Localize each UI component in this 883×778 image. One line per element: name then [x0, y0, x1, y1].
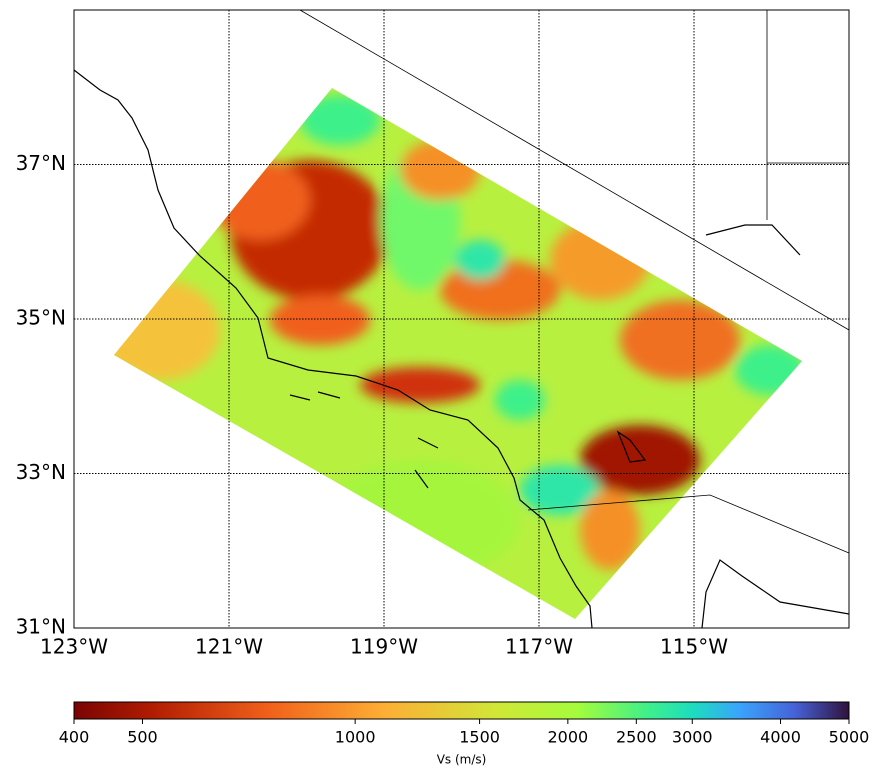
- lon-tick-label: 121°W: [195, 635, 263, 659]
- colorbar-label: Vs (m/s): [437, 753, 487, 767]
- lon-tick-label: 123°W: [40, 635, 108, 659]
- map-frame: [73, 9, 850, 629]
- map: [73, 9, 850, 629]
- colorbar: [73, 701, 850, 720]
- colorbar-tick-label: 1500: [459, 728, 500, 747]
- lon-tick-label: 119°W: [350, 635, 418, 659]
- lon-tick-label: 115°W: [660, 635, 728, 659]
- colorbar-tick-label: 400: [59, 728, 90, 747]
- lat-tick-label: 31°N: [16, 615, 66, 639]
- colorbar-tick-label: 4000: [760, 728, 801, 747]
- coastline: [73, 69, 850, 629]
- colorbar-tick-label: 5000: [829, 728, 870, 747]
- lat-tick-label: 33°N: [16, 460, 66, 484]
- colorbar-tick-label: 1000: [335, 728, 376, 747]
- lat-tick-label: 35°N: [16, 306, 66, 330]
- colorbar-tick-label: 3000: [672, 728, 713, 747]
- lat-tick-label: 37°N: [16, 151, 66, 175]
- colorbar-tick-label: 2000: [547, 728, 588, 747]
- colorbar-tick-label: 500: [127, 728, 158, 747]
- velocity-field: [114, 88, 802, 619]
- lon-tick-label: 117°W: [505, 635, 573, 659]
- colorbar-tick-label: 2500: [616, 728, 657, 747]
- borders: [299, 9, 850, 554]
